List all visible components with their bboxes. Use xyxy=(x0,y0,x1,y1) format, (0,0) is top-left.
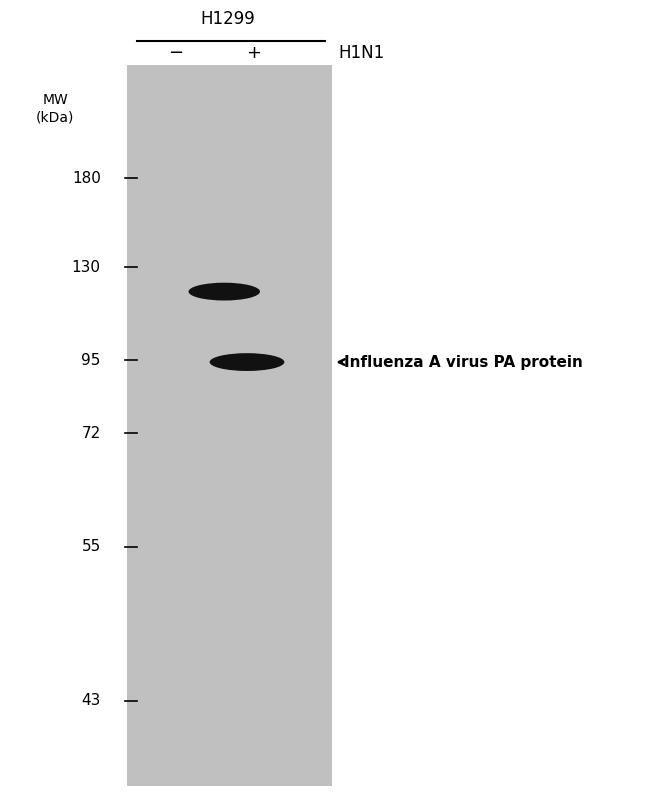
Text: 180: 180 xyxy=(72,171,101,185)
Text: MW
(kDa): MW (kDa) xyxy=(36,93,75,125)
Text: 72: 72 xyxy=(81,426,101,441)
Ellipse shape xyxy=(188,283,260,301)
Text: 95: 95 xyxy=(81,353,101,368)
Text: 55: 55 xyxy=(81,539,101,554)
Text: +: + xyxy=(246,44,261,62)
Ellipse shape xyxy=(209,353,285,371)
Text: H1299: H1299 xyxy=(200,11,255,28)
Text: H1N1: H1N1 xyxy=(338,44,384,62)
Text: 130: 130 xyxy=(72,260,101,275)
Bar xyxy=(127,65,332,786)
Text: 43: 43 xyxy=(81,693,101,708)
Text: Influenza A virus PA protein: Influenza A virus PA protein xyxy=(344,355,584,369)
Text: −: − xyxy=(168,44,183,62)
